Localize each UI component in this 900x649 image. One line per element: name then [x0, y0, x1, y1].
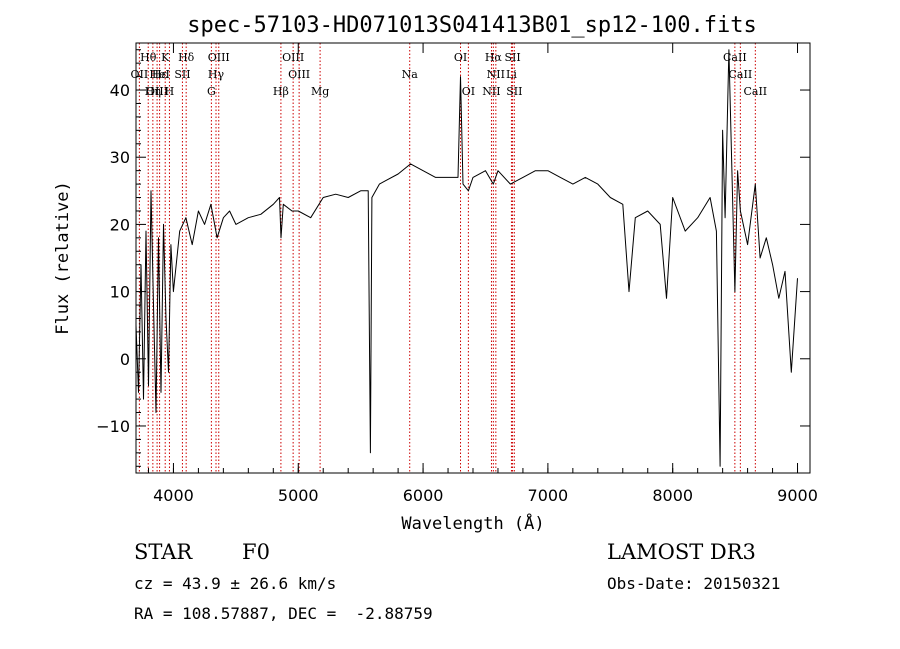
line-label: Hθ: [140, 51, 157, 64]
line-label: CaII: [723, 51, 747, 64]
line-label: Hε: [152, 68, 168, 81]
line-label: OIII: [282, 51, 304, 64]
survey-name: LAMOST DR3: [607, 540, 756, 564]
x-axis-label: Wavelength (Å): [401, 512, 544, 534]
line-label: OIII: [208, 51, 230, 64]
y-tick-label: −10: [96, 417, 130, 436]
line-label: OI: [454, 51, 467, 64]
y-axis-label: Flux (relative): [53, 181, 73, 335]
line-label: Li: [506, 68, 517, 81]
y-tick-label: 10: [110, 283, 130, 302]
line-label: NII: [482, 85, 500, 98]
spectrum-line: [135, 49, 798, 467]
x-tick-label: 4000: [153, 486, 194, 505]
line-label: G: [207, 85, 216, 98]
redshift-text: cz = 43.9 ± 26.6 km/s: [134, 574, 337, 593]
line-label: OIII: [146, 85, 168, 98]
line-label: K: [161, 51, 170, 64]
line-label: Hα: [485, 51, 503, 64]
y-tick-label: 20: [110, 215, 130, 234]
chart-title: spec-57103-HD071013S041413B01_sp12-100.f…: [187, 13, 757, 38]
line-label: HeI: [149, 68, 169, 81]
x-tick-label: 7000: [528, 486, 569, 505]
line-label: OIII: [288, 68, 310, 81]
y-tick-label: 30: [110, 148, 130, 167]
line-label: CaII: [743, 85, 767, 98]
coordinates: RA = 108.57887, DEC = -2.88759: [134, 604, 433, 623]
object-class: STAR: [134, 540, 193, 564]
x-tick-label: 8000: [652, 486, 693, 505]
x-tick-label: 5000: [278, 486, 319, 505]
obs-date: Obs-Date: 20150321: [607, 574, 781, 593]
line-label: CaII: [729, 68, 753, 81]
line-label: Hβ: [273, 85, 289, 98]
line-label: Hδ: [178, 51, 195, 64]
line-label: H: [165, 85, 175, 98]
line-label: Na: [402, 68, 419, 81]
plot-frame: [135, 42, 811, 474]
x-tick-label: 6000: [403, 486, 444, 505]
line-label: Mg: [311, 85, 329, 98]
line-label: NII: [487, 68, 505, 81]
y-tick-label: 0: [120, 350, 130, 369]
line-label: Hη: [145, 85, 161, 98]
line-label: Hγ: [208, 68, 225, 81]
line-label: SII: [174, 68, 190, 81]
object-subclass: F0: [242, 540, 270, 564]
x-tick-label: 9000: [777, 486, 818, 505]
y-tick-label: 40: [110, 81, 130, 100]
line-label: SII: [506, 85, 522, 98]
line-label: OII: [131, 68, 149, 81]
line-label: SII: [504, 51, 520, 64]
line-label: OI: [462, 85, 475, 98]
